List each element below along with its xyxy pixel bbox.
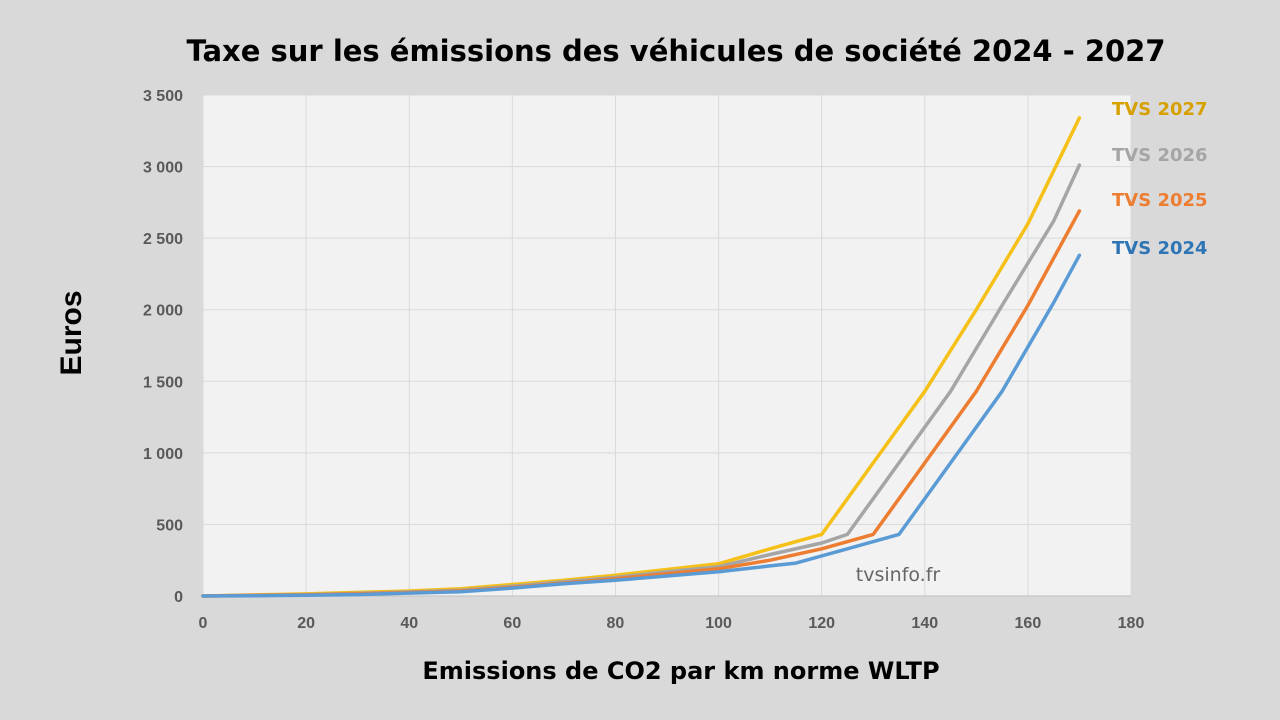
series-lines bbox=[201, 116, 1082, 598]
x-tick-label: 0 bbox=[199, 615, 208, 632]
axis-ticks: 0 500 1 000 1 500 2 000 2 500 3 000 3 500 0 20 40 6… bbox=[143, 88, 1144, 632]
y-tick-label: 1 500 bbox=[143, 374, 183, 391]
chart-title: Taxe sur les émissions des véhicules de … bbox=[186, 34, 1165, 68]
y-tick-label: 2 500 bbox=[143, 231, 183, 248]
gridlines bbox=[202, 94, 1132, 597]
legend: TVS 2027 TVS 2026 TVS 2025 TVS 2024 bbox=[1112, 99, 1208, 259]
x-tick-label: 20 bbox=[297, 615, 315, 632]
x-tick-label: 40 bbox=[400, 615, 418, 632]
x-tick-label: 120 bbox=[808, 615, 835, 632]
y-tick-label: 3 000 bbox=[143, 160, 183, 177]
y-axis-label: Euros bbox=[55, 290, 88, 375]
y-tick-label: 500 bbox=[156, 517, 183, 534]
x-tick-label: 60 bbox=[503, 615, 521, 632]
y-tick-label: 0 bbox=[174, 589, 183, 606]
x-tick-label: 80 bbox=[607, 615, 625, 632]
y-tick-label: 3 500 bbox=[143, 88, 183, 105]
x-tick-label: 180 bbox=[1118, 615, 1145, 632]
plot-area bbox=[203, 95, 1131, 596]
x-tick-label: 100 bbox=[705, 615, 732, 632]
legend-label-tvs-2026: TVS 2026 bbox=[1112, 145, 1208, 166]
x-tick-label: 160 bbox=[1015, 615, 1042, 632]
legend-label-tvs-2024: TVS 2024 bbox=[1112, 238, 1208, 259]
series-line-tvs-2024 bbox=[201, 253, 1082, 598]
legend-label-tvs-2025: TVS 2025 bbox=[1112, 190, 1208, 211]
y-tick-label: 2 000 bbox=[143, 303, 183, 320]
y-tick-label: 1 000 bbox=[143, 446, 183, 463]
x-tick-label: 140 bbox=[911, 615, 938, 632]
legend-label-tvs-2027: TVS 2027 bbox=[1112, 99, 1208, 120]
watermark: tvsinfo.fr bbox=[856, 564, 941, 586]
x-axis-label: Emissions de CO2 par km norme WLTP bbox=[422, 657, 939, 685]
